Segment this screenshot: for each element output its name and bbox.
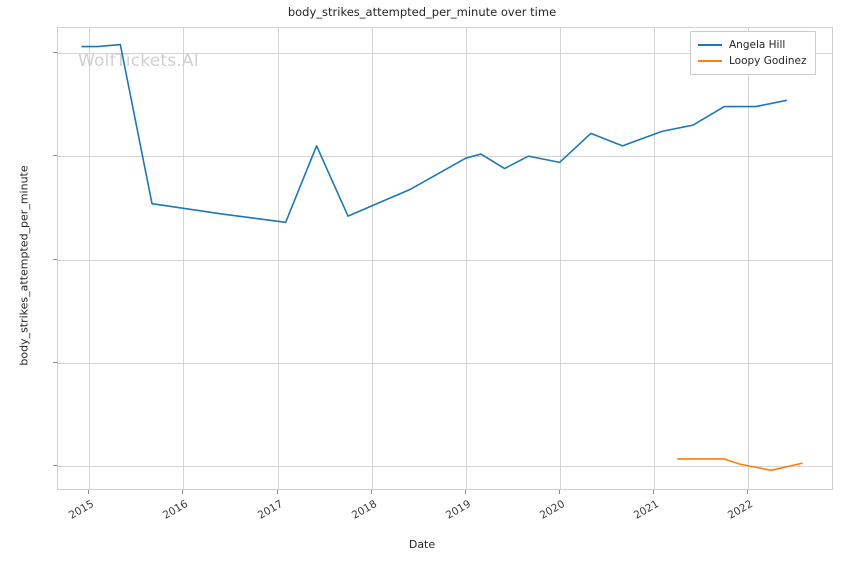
gridline-vertical — [559, 28, 561, 489]
x-tick-label: 2018 — [349, 498, 379, 522]
y-tick-mark — [53, 258, 57, 260]
x-tick-mark — [464, 490, 466, 494]
plot-area: WolfTickets.AI — [57, 27, 833, 490]
legend-color-swatch — [698, 44, 722, 46]
x-tick-mark — [746, 490, 748, 494]
x-axis-label: Date — [408, 538, 436, 551]
legend-label: Angela Hill — [729, 39, 786, 51]
y-tick-mark — [53, 51, 57, 53]
gridline-vertical — [371, 28, 373, 489]
series-line — [677, 458, 803, 472]
x-tick-mark — [652, 490, 654, 494]
legend-item[interactable]: Loopy Godinez — [698, 53, 807, 69]
y-tick-mark — [53, 361, 57, 363]
gridline-horizontal — [58, 466, 832, 468]
gridline-vertical — [653, 28, 655, 489]
x-tick-label: 2022 — [725, 498, 755, 522]
series-line — [81, 43, 788, 224]
x-tick-label: 2016 — [161, 498, 191, 522]
gridline-horizontal — [58, 156, 832, 158]
gridline-vertical — [747, 28, 749, 489]
gridline-vertical — [183, 28, 185, 489]
x-tick-mark — [88, 490, 90, 494]
gridline-horizontal — [58, 259, 832, 261]
legend-color-swatch — [698, 60, 722, 62]
x-tick-mark — [276, 490, 278, 494]
gridline-vertical — [277, 28, 279, 489]
x-tick-mark — [182, 490, 184, 494]
chart-legend: Angela Hill Loopy Godinez — [690, 31, 816, 75]
x-tick-label: 2015 — [67, 498, 97, 522]
gridline-horizontal — [58, 52, 832, 54]
x-tick-mark — [558, 490, 560, 494]
gridline-horizontal — [58, 362, 832, 364]
y-tick-mark — [53, 465, 57, 467]
watermark: WolfTickets.AI — [78, 51, 199, 71]
chart-title: body_strikes_attempted_per_minute over t… — [287, 5, 557, 19]
x-tick-label: 2017 — [255, 498, 285, 522]
x-tick-label: 2019 — [443, 498, 473, 522]
x-tick-mark — [370, 490, 372, 494]
gridline-vertical — [465, 28, 467, 489]
series-lines — [81, 43, 803, 472]
y-axis-label: body_strikes_attempted_per_minute — [17, 165, 31, 366]
gridline-vertical — [89, 28, 91, 489]
legend-item[interactable]: Angela Hill — [698, 37, 807, 53]
x-tick-label: 2021 — [631, 498, 661, 522]
y-tick-mark — [53, 155, 57, 157]
legend-label: Loopy Godinez — [729, 55, 807, 67]
x-tick-label: 2020 — [537, 498, 567, 522]
